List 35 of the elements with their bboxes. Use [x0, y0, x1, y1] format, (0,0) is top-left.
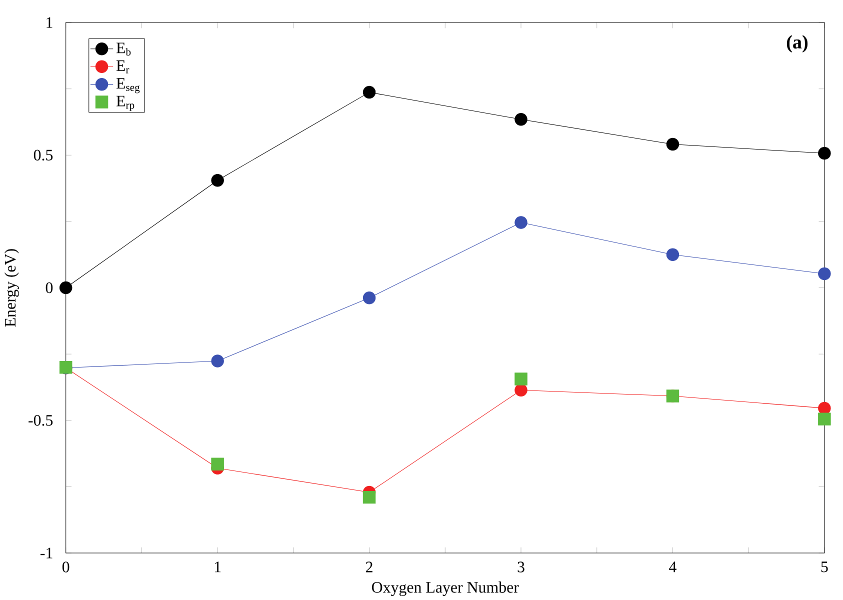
point — [818, 146, 831, 160]
legend-label: E$_{rp}$ — [116, 96, 134, 111]
point — [362, 490, 376, 504]
point — [666, 138, 680, 150]
point — [362, 291, 376, 304]
x-tick-label: 4 — [669, 561, 676, 572]
y-tick-label: -1 — [40, 548, 52, 558]
point — [666, 248, 680, 261]
point — [59, 281, 72, 294]
x-tick-label: 2 — [366, 561, 372, 572]
annotation: (a) — [786, 34, 808, 52]
point — [818, 267, 831, 280]
point — [514, 216, 528, 229]
point — [514, 112, 528, 126]
y-tick-label: 0.5 — [34, 150, 53, 160]
x-tick-label: 5 — [821, 561, 828, 572]
point — [211, 354, 224, 368]
point — [514, 384, 528, 396]
x-tick-label: 1 — [214, 561, 221, 572]
y-tick-label: -0.5 — [28, 414, 53, 426]
point — [818, 412, 831, 426]
legend-label: E$_{seg}$ — [116, 78, 140, 94]
point — [818, 402, 831, 414]
y-axis-title: Energy (eV) — [4, 248, 19, 327]
y-tick-label: 1 — [46, 17, 52, 28]
x-axis-title: Oxygen Layer Number — [372, 581, 519, 596]
point — [514, 372, 528, 386]
x-tick-label: 0 — [62, 561, 70, 572]
point — [211, 174, 224, 187]
legend-label: E$_{r}$ — [116, 60, 130, 74]
legend-label: E$_{b}$ — [116, 42, 131, 56]
point — [362, 86, 376, 98]
y-tick-label: 0 — [46, 282, 53, 293]
point — [211, 458, 224, 470]
x-tick-label: 3 — [518, 561, 524, 572]
